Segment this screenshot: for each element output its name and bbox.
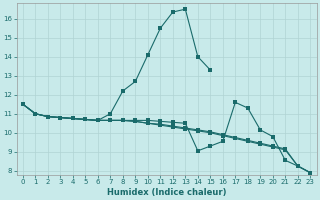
X-axis label: Humidex (Indice chaleur): Humidex (Indice chaleur) [107, 188, 226, 197]
